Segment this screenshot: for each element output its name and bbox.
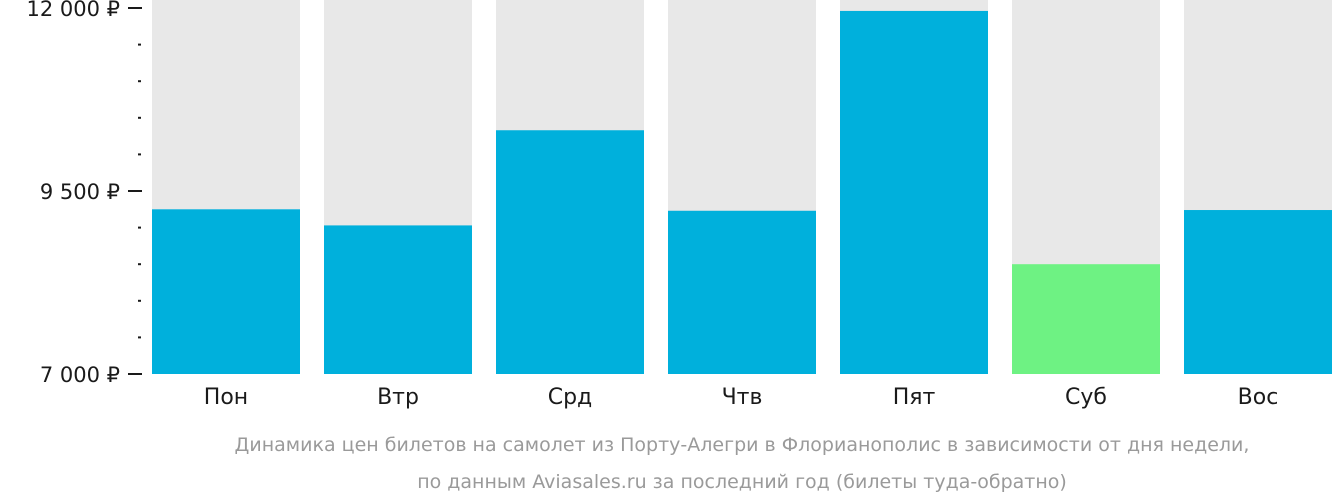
x-tick-label: Вос: [1238, 385, 1279, 410]
x-tick-label: Срд: [548, 385, 593, 410]
bar: [496, 130, 644, 374]
x-tick-label: Пят: [893, 385, 936, 410]
y-axis: 12 000 ₽ 9 500 ₽ 7 000 ₽: [26, 0, 142, 387]
x-tick-label: Втр: [377, 385, 419, 410]
y-tick-label: 12 000 ₽: [26, 0, 120, 21]
bar: [840, 10, 988, 374]
bar: [324, 225, 472, 374]
x-tick-label: Чтв: [722, 385, 763, 410]
x-axis-labels: Пон Втр Срд Чтв Пят Суб Вос: [204, 385, 1279, 410]
y-tick-label: 9 500 ₽: [40, 180, 120, 204]
x-tick-label: Суб: [1065, 385, 1107, 410]
bar: [1012, 264, 1160, 374]
chart-caption-line-1: Динамика цен билетов на самолет из Порту…: [235, 434, 1250, 456]
x-tick-label: Пон: [204, 385, 248, 410]
bar: [1184, 210, 1332, 374]
bar: [668, 210, 816, 374]
chart-caption-line-2: по данным Aviasales.ru за последний год …: [417, 471, 1067, 493]
y-tick-label: 7 000 ₽: [40, 363, 120, 387]
bars-group: [152, 0, 1332, 374]
bar: [152, 209, 300, 374]
